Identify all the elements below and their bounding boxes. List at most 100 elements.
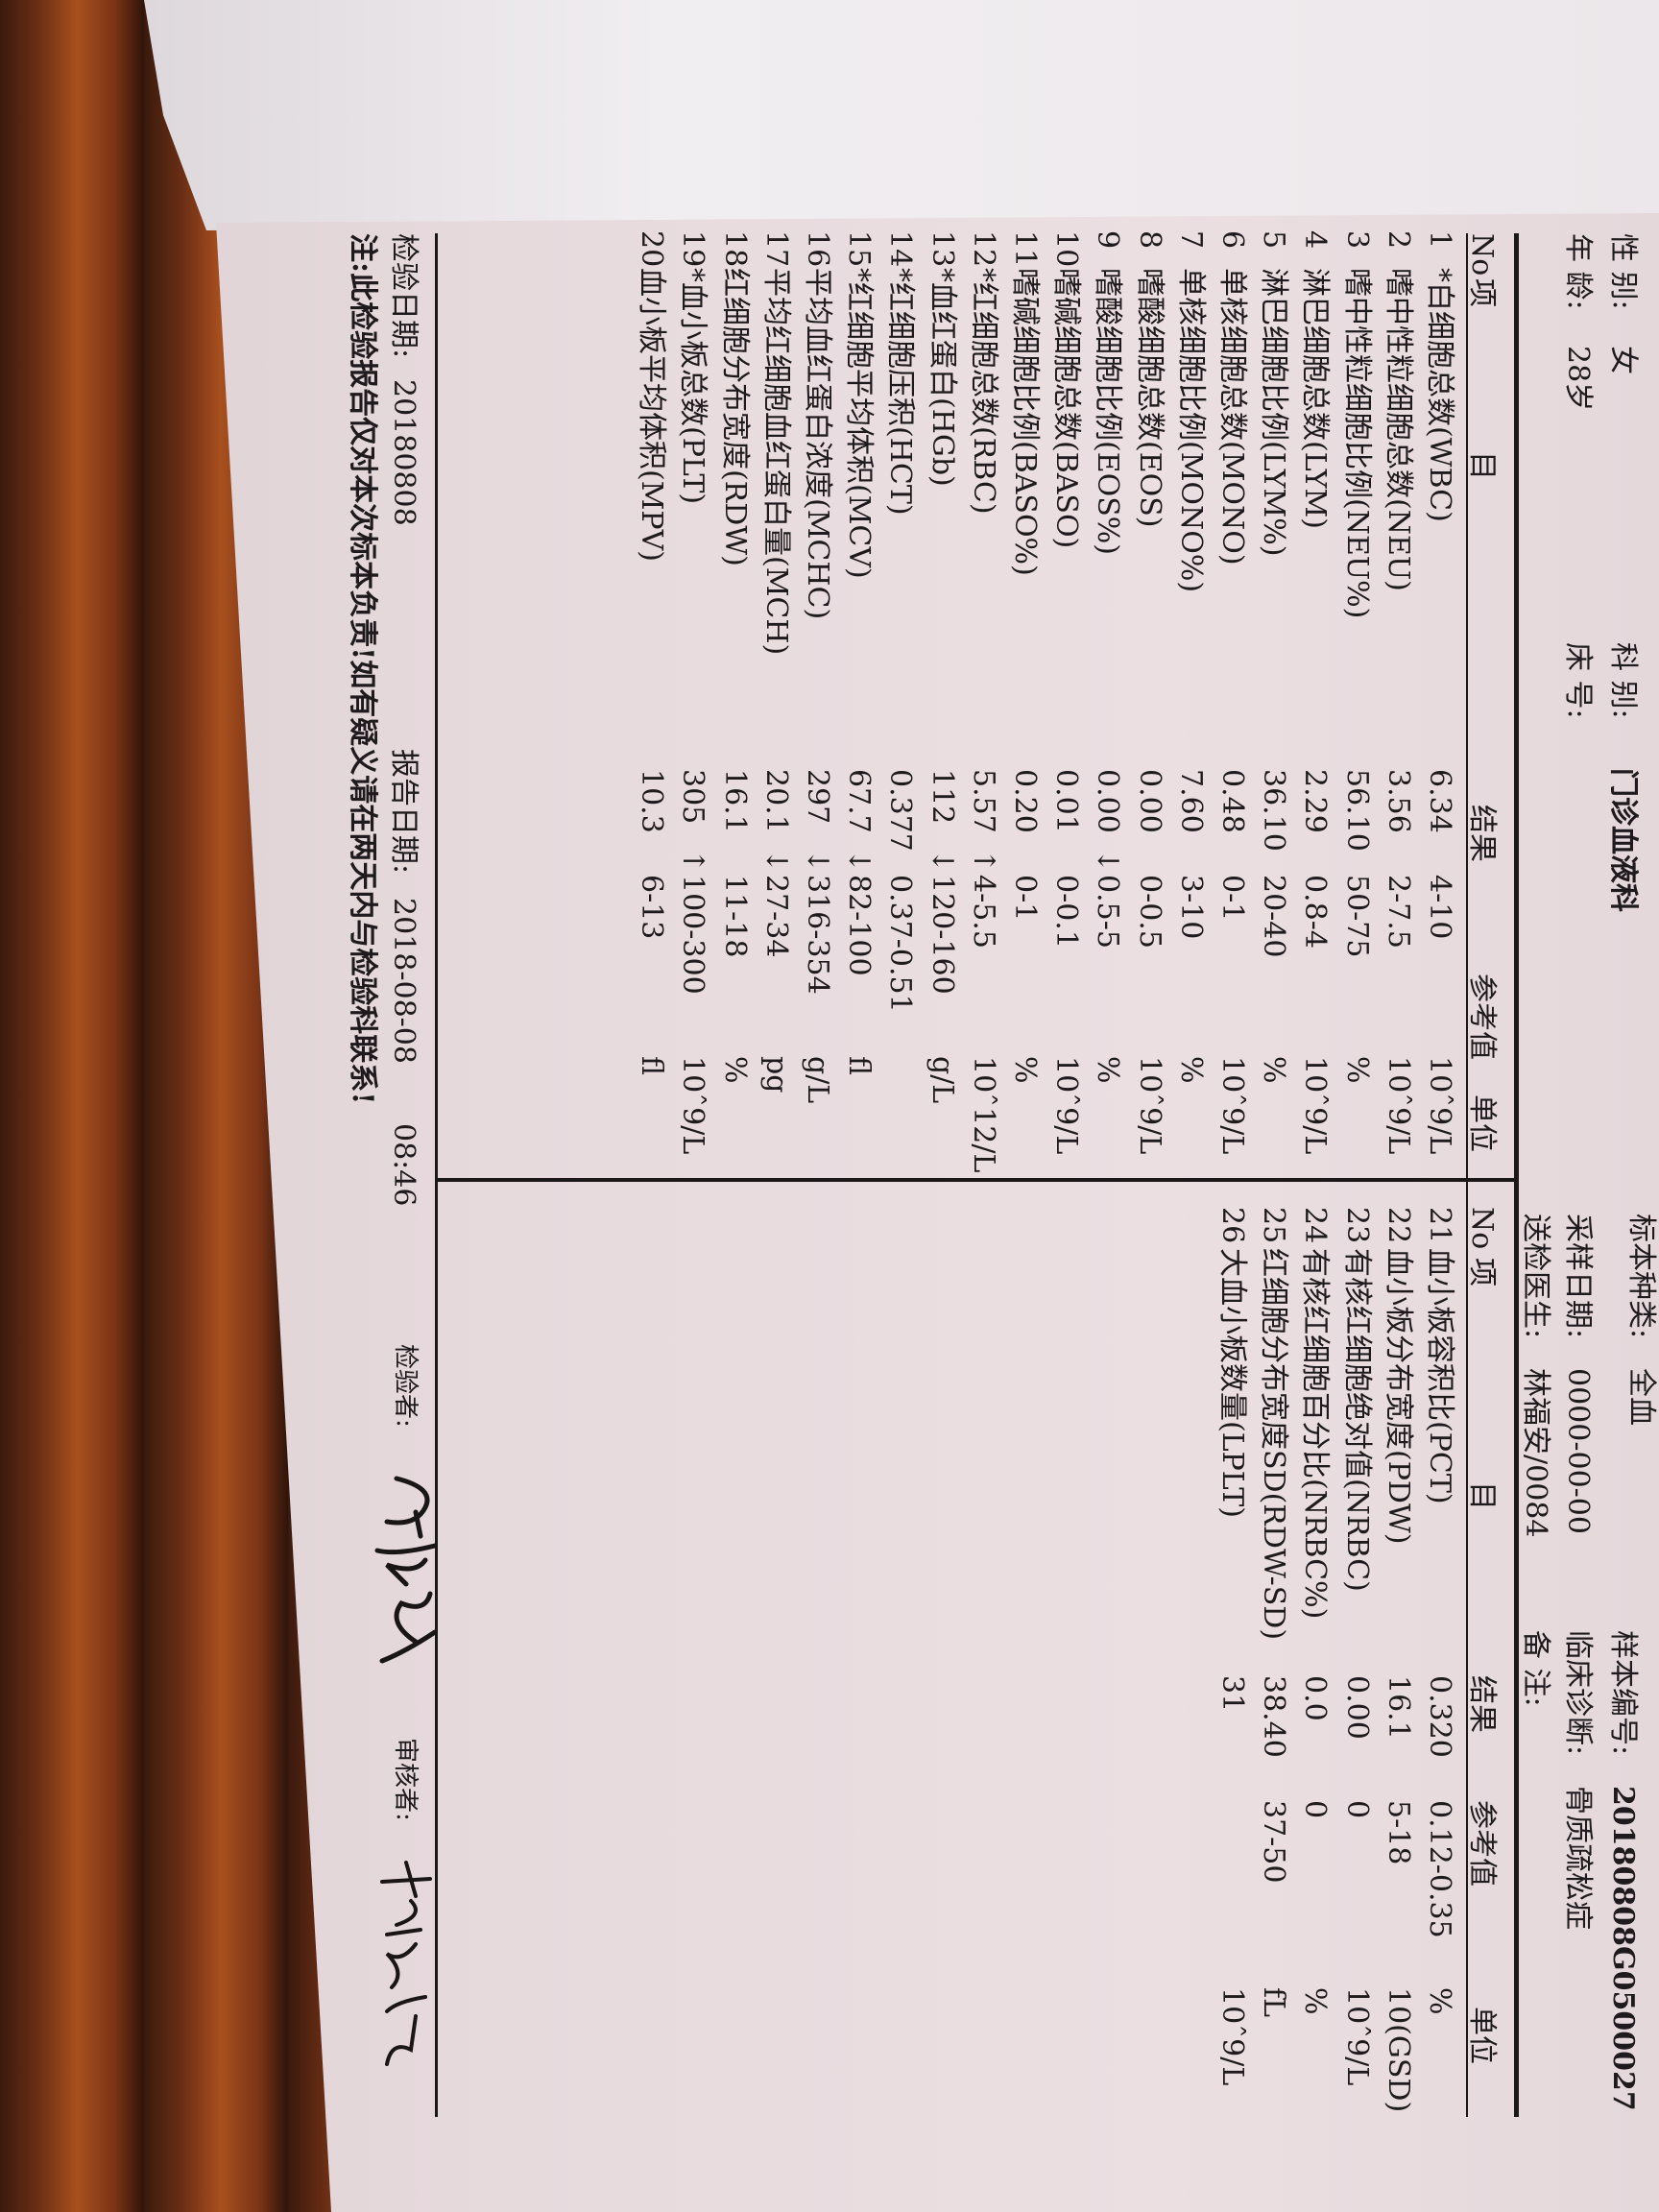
table-top-rule [1514,233,1519,2117]
reference-range: 0.37-0.51 [883,875,918,1013]
test-item-name: 血小板容积比(PCT) [1423,1248,1456,1504]
row-number: 11 [1008,230,1042,268]
test-item-name: 嗜碱细胞总数(BASO) [1049,268,1084,549]
test-item-name: 嗜中性粒细胞比例(NEU%) [1339,268,1374,619]
unit: 10(GSD) [1381,1987,1415,2113]
reference-range: 82-100 [842,875,877,976]
abnormal-flag-icon: ↓ [801,849,834,874]
row-number: 24 [1298,1207,1333,1244]
col-reference-right: 参考值 [1465,1800,1499,1887]
row-number: 9 [1091,230,1125,250]
test-result: 6.34 [1423,769,1456,833]
test-result: 20.1 [758,769,793,833]
unit: 10ˆ9/L [1339,1987,1374,2086]
test-result: 0.320 [1423,1675,1456,1758]
test-result: 36.10 [1257,769,1291,852]
reference-range: 0.12-0.35 [1423,1800,1456,1938]
col-no-right: No [1465,1207,1499,1250]
unit: pg [758,1056,793,1094]
unit: 10ˆ9/L [1215,1056,1249,1155]
test-item-name: 有核红细胞绝对值(NRBC) [1339,1248,1374,1592]
reviewer-label: 审核者: [391,1738,420,1821]
test-result: 0.01 [1049,769,1084,833]
test-result: 0.20 [1008,769,1042,833]
test-item-name: 淋巴细胞总数(LYM) [1298,268,1333,529]
test-result: 38.40 [1257,1675,1291,1758]
abnormal-flag-icon: ↑ [676,849,710,874]
reference-range: 0-0.1 [1049,875,1084,949]
test-item-name: 淋巴细胞比例(LYM%) [1257,268,1291,557]
dept: 门诊血液科 [1606,768,1640,912]
back-sheet [144,0,1659,230]
reference-range: 6-13 [635,875,669,940]
abnormal-flag-icon: ↓ [925,849,959,874]
row-number: 26 [1215,1207,1249,1244]
reviewer-signature [380,1861,432,2066]
row-number: 10 [1049,230,1084,268]
row-number: 23 [1339,1207,1374,1244]
test-result: 56.10 [1339,769,1374,852]
col-item-left-a: 项 [1465,278,1499,307]
row-number: 1 [1423,230,1456,250]
row-number: 7 [1173,230,1208,250]
test-item-name: *红细胞压积(HCT) [883,268,918,516]
test-item-name: 大血小板数量(LPLT) [1215,1248,1249,1519]
unit: % [1173,1056,1208,1084]
reference-range: 316-354 [801,875,834,995]
reference-range: 100-300 [676,875,710,995]
abnormal-flag-icon: ↑ [966,849,1000,874]
test-item-name: 血小板分布宽度(PDW) [1381,1248,1415,1545]
doctor: 林福安/0084 [1519,1368,1552,1538]
disclaimer-note: 注:此检验报告仅对本次标本负责!如有疑义请在两天内与检验科联系! [346,233,379,1105]
unit: fl [635,1056,669,1076]
col-reference-left: 参考值 [1465,974,1499,1060]
reference-range: 3-10 [1173,875,1208,940]
test-date: 20180808 [387,379,421,526]
gender-label: 性 别: [1606,233,1640,310]
reference-range: 4-10 [1423,875,1456,940]
row-number: 19 [676,230,710,268]
reference-range: 0.8-4 [1298,875,1333,949]
reference-range: 20-40 [1257,875,1291,958]
col-unit-right: 单位 [1465,2007,1499,2064]
reference-range: 0-1 [1008,875,1042,922]
test-item-name: 平均红细胞血红蛋白量(MCH) [758,268,793,656]
reference-range: 2-7.5 [1381,875,1415,949]
unit: fL [1257,1987,1291,2018]
row-number: 2 [1381,230,1415,250]
column-divider [436,1178,1517,1182]
col-no-left: No [1465,233,1499,276]
col-item-right-a: 项 [1465,1258,1499,1286]
test-item-name: 单核细胞总数(MONO) [1215,268,1249,565]
specimen-type: 全血 [1624,1368,1658,1426]
report-date: 2018-08-08 [387,898,421,1064]
table-bottom-rule [435,233,438,2117]
test-date-label: 检验日期: [387,233,421,359]
test-result: 2.29 [1298,769,1333,833]
unit: fl [842,1056,877,1076]
test-item-name: 有核红细胞百分比(NRBC%) [1298,1248,1333,1620]
col-result-right: 结果 [1465,1675,1499,1733]
abnormal-flag-icon: ↓ [758,849,793,874]
sample-date: 0000-00-00 [1561,1368,1595,1534]
reference-range: 4-5.5 [966,875,1000,949]
test-result: 0.00 [1132,769,1166,833]
test-item-name: 嗜酸细胞比例(EOS%) [1091,268,1125,555]
row-number: 14 [883,230,918,268]
sample-date-label: 采样日期: [1561,1214,1595,1339]
reference-range: 120-160 [925,875,959,995]
row-number: 20 [635,230,669,268]
test-item-name: *血小板总数(PLT) [676,268,710,505]
test-item-name: 平均血红蛋白浓度(MCHC) [801,268,834,620]
sample-no-label: 样本编号: [1606,1630,1640,1756]
test-result: 0.00 [1339,1675,1374,1740]
test-result: 10.3 [635,769,669,833]
test-result: 3.56 [1381,769,1415,833]
test-item-name: 红细胞分布宽度(RDW) [717,268,752,566]
col-item-right-b: 目 [1465,1481,1499,1510]
doctor-label: 送检医生: [1519,1214,1552,1339]
row-number: 5 [1257,230,1291,250]
test-result: 0.377 [883,769,918,852]
age-label: 年 龄: [1561,233,1595,310]
row-number: 22 [1381,1207,1415,1244]
